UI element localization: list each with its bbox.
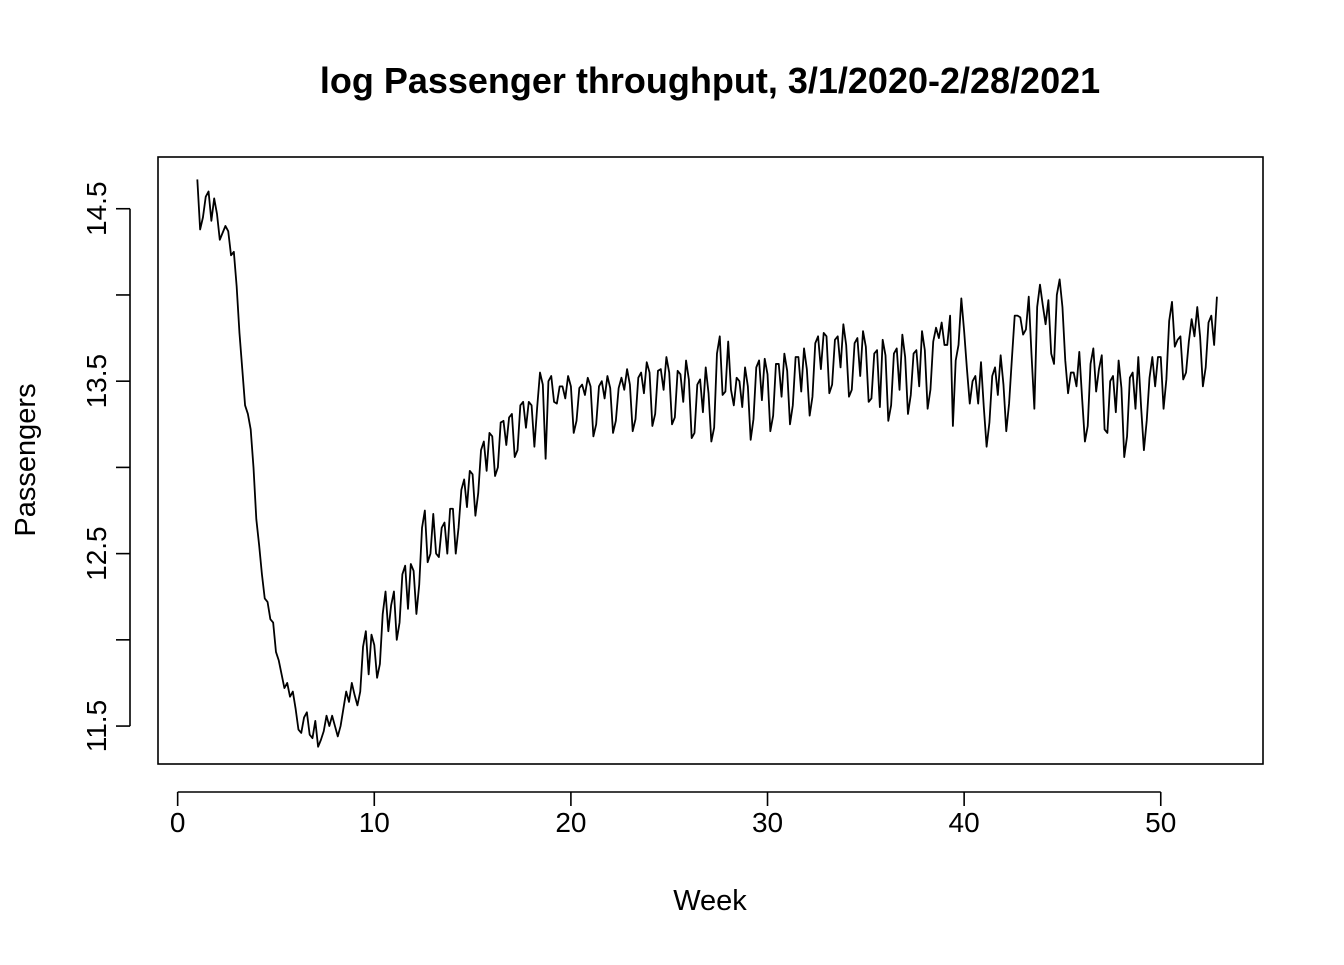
y-tick-label: 14.5: [81, 181, 112, 236]
x-axis-label: Week: [673, 885, 747, 917]
x-tick-label: 10: [359, 807, 390, 838]
series-line: [196, 179, 1218, 748]
y-tick-label: 13.5: [81, 354, 112, 409]
y-axis-label: Passengers: [10, 383, 42, 536]
series-layer: [196, 179, 1218, 748]
x-axis: 0 10 20 30 40 50: [170, 791, 1176, 838]
x-tick-label: 0: [170, 807, 186, 838]
chart-title: log Passenger throughput, 3/1/2020-2/28/…: [320, 60, 1100, 101]
y-tick-label: 12.5: [81, 526, 112, 581]
x-tick-label: 30: [752, 807, 783, 838]
y-axis: 11.5 12.5 13.5 14.5: [81, 181, 131, 752]
x-tick-label: 50: [1145, 807, 1176, 838]
x-tick-label: 40: [949, 807, 980, 838]
plot-frame: [157, 156, 1264, 765]
x-tick-label: 20: [555, 807, 586, 838]
y-tick-label: 11.5: [81, 700, 112, 752]
